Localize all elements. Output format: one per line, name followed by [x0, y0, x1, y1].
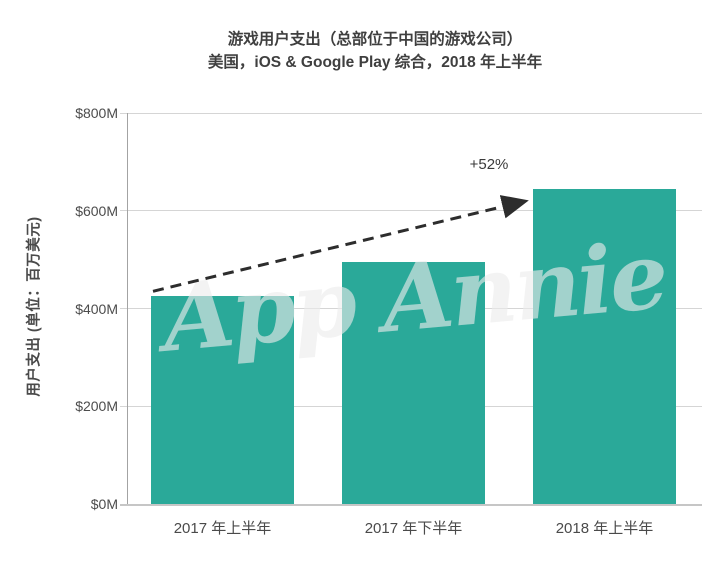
growth-annotation: +52%	[469, 156, 509, 173]
x-axis-label: 2017 年上半年	[173, 520, 272, 537]
y-tick-label: $800M	[75, 105, 118, 121]
chart-title: 游戏用户支出（总部位于中国的游戏公司）	[227, 31, 523, 48]
x-axis-label: 2018 年上半年	[555, 520, 654, 537]
bar-series	[127, 113, 700, 504]
y-axis-line	[127, 113, 128, 504]
x-axis-labels: 2017 年上半年 2017 年下半年 2018 年上半年	[127, 517, 700, 538]
bar-2017 年上半年	[151, 296, 294, 504]
gridline	[120, 210, 702, 212]
y-tick-label: $600M	[75, 202, 118, 219]
x-axis-label: 2017 年下半年	[364, 520, 463, 537]
plot-area: App Annie +52%	[120, 112, 702, 504]
y-tick-label: $0M	[90, 496, 118, 512]
x-axis-line	[120, 504, 702, 506]
bar-slot	[318, 113, 509, 504]
y-axis-tick-labels: $800M $600M $400M $200M $0M	[0, 105, 118, 512]
y-tick-label: $200M	[75, 398, 118, 415]
chart-header: 游戏用户支出（总部位于中国的游戏公司） 美国，iOS & Google Play…	[30, 28, 720, 74]
bar-2018 年上半年	[533, 188, 676, 504]
chart-subtitle: 美国，iOS & Google Play 综合，2018 年上半年	[207, 54, 543, 71]
gridline	[120, 112, 702, 114]
bar-slot	[127, 113, 318, 504]
bar-slot	[509, 113, 700, 504]
bar-2017 年下半年	[342, 262, 485, 504]
growth-arrow	[152, 195, 529, 293]
y-tick-label: $400M	[75, 300, 118, 317]
